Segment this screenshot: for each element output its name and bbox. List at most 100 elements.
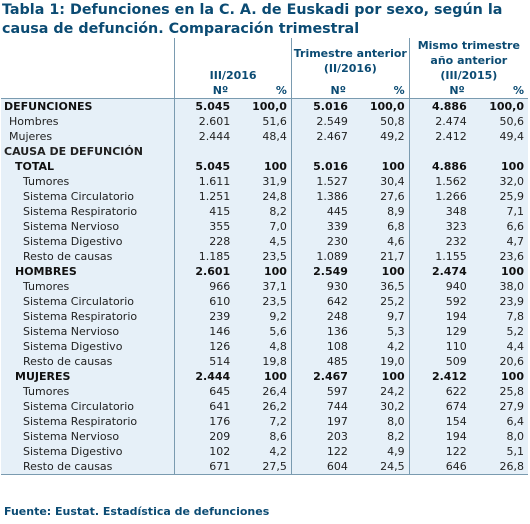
cell-percent: 6,8 xyxy=(351,219,410,234)
cell-count: 102 xyxy=(174,444,235,459)
cell-percent: 4,9 xyxy=(351,444,410,459)
cell-percent xyxy=(470,144,528,159)
cell-percent: 8,2 xyxy=(351,429,410,444)
cell-count: 966 xyxy=(174,279,235,294)
deaths-table: III/2016 Trimestre anterior (II/2016) Mi… xyxy=(1,38,528,475)
cell-percent: 7,2 xyxy=(234,414,292,429)
row-label: Sistema Nervioso xyxy=(1,219,175,234)
cell-percent: 27,6 xyxy=(351,189,410,204)
cell-count: 604 xyxy=(290,459,352,475)
row-label: Tumores xyxy=(1,174,175,189)
table-row: Sistema Digestivo 228 4,5 230 4,6 232 4,7 xyxy=(1,234,528,249)
table-row: Sistema Digestivo 102 4,2 122 4,9 122 5,1 xyxy=(1,444,528,459)
cell-count: 642 xyxy=(290,294,352,309)
row-label: Resto de causas xyxy=(1,249,175,264)
cell-percent: 100,0 xyxy=(234,98,292,114)
cell-count: 194 xyxy=(408,429,471,444)
cell-count: 154 xyxy=(408,414,471,429)
cell-percent: 25,2 xyxy=(351,294,410,309)
cell-count: 228 xyxy=(174,234,235,249)
row-label: Sistema Respiratorio xyxy=(1,414,175,429)
cell-count: 940 xyxy=(408,279,471,294)
cell-count: 744 xyxy=(290,399,352,414)
row-label: Sistema Respiratorio xyxy=(1,204,175,219)
cell-count: 2.412 xyxy=(408,129,471,144)
cell-percent: 100 xyxy=(470,264,528,279)
cell-percent: 24,2 xyxy=(351,384,410,399)
cell-percent: 4,7 xyxy=(470,234,528,249)
cell-count: 248 xyxy=(290,309,352,324)
cell-count: 1.562 xyxy=(408,174,471,189)
cell-count xyxy=(290,144,352,159)
cell-percent: 21,7 xyxy=(351,249,410,264)
cell-count: 348 xyxy=(408,204,471,219)
cell-percent: 30,2 xyxy=(351,399,410,414)
table-row: Tumores 645 26,4 597 24,2 622 25,8 xyxy=(1,384,528,399)
row-label: TOTAL xyxy=(1,159,175,174)
cell-count: 126 xyxy=(174,339,235,354)
cell-percent: 6,4 xyxy=(470,414,528,429)
cell-count: 136 xyxy=(290,324,352,339)
cell-count: 2.474 xyxy=(408,264,471,279)
cell-count: 5.016 xyxy=(290,159,352,174)
cell-count: 592 xyxy=(408,294,471,309)
cell-percent: 7,1 xyxy=(470,204,528,219)
cell-percent: 26,4 xyxy=(234,384,292,399)
cell-percent: 5,6 xyxy=(234,324,292,339)
table-row: Sistema Nervioso 355 7,0 339 6,8 323 6,6 xyxy=(1,219,528,234)
cell-count: 5.045 xyxy=(174,98,235,114)
cell-percent: 48,4 xyxy=(234,129,292,144)
cell-percent: 100 xyxy=(470,159,528,174)
cell-count: 197 xyxy=(290,414,352,429)
unit-header-n: Nº xyxy=(174,83,235,99)
cell-count: 1.155 xyxy=(408,249,471,264)
cell-count: 203 xyxy=(290,429,352,444)
cell-count: 671 xyxy=(174,459,235,475)
cell-percent: 32,0 xyxy=(470,174,528,189)
table-row: Sistema Nervioso 209 8,6 203 8,2 194 8,0 xyxy=(1,429,528,444)
cell-count: 514 xyxy=(174,354,235,369)
unit-header-n: Nº xyxy=(290,83,352,99)
row-label: Tumores xyxy=(1,384,175,399)
table-row: TOTAL 5.045 100 5.016 100 4.886 100 xyxy=(1,159,528,174)
cell-count: 1.527 xyxy=(290,174,352,189)
cell-count xyxy=(408,144,471,159)
cell-percent: 100 xyxy=(234,159,292,174)
cell-percent: 7,0 xyxy=(234,219,292,234)
cell-percent: 27,5 xyxy=(234,459,292,475)
cell-percent: 100 xyxy=(234,264,292,279)
cell-count: 239 xyxy=(174,309,235,324)
cell-count: 1.266 xyxy=(408,189,471,204)
cell-count: 2.549 xyxy=(290,264,352,279)
cell-percent: 8,9 xyxy=(351,204,410,219)
cell-count: 194 xyxy=(408,309,471,324)
table-row: Resto de causas 671 27,5 604 24,5 646 26,8 xyxy=(1,459,528,475)
cell-count: 4.886 xyxy=(408,98,471,114)
cell-percent: 49,4 xyxy=(470,129,528,144)
cell-count: 610 xyxy=(174,294,235,309)
cell-percent: 4,4 xyxy=(470,339,528,354)
cell-percent: 8,0 xyxy=(470,429,528,444)
row-label: HOMBRES xyxy=(1,264,175,279)
cell-percent: 8,6 xyxy=(234,429,292,444)
cell-count: 232 xyxy=(408,234,471,249)
cell-percent: 9,2 xyxy=(234,309,292,324)
column-header-period3: Mismo trimestre año anterior (III/2015) xyxy=(408,38,528,83)
row-label: Sistema Circulatorio xyxy=(1,399,175,414)
cell-percent: 51,6 xyxy=(234,114,292,129)
table-row: Sistema Circulatorio 610 23,5 642 25,2 592 23,… xyxy=(1,294,528,309)
cell-percent: 19,0 xyxy=(351,354,410,369)
cell-count: 930 xyxy=(290,279,352,294)
cell-count: 323 xyxy=(408,219,471,234)
cell-count: 622 xyxy=(408,384,471,399)
row-label: CAUSA DE DEFUNCIÓN xyxy=(1,144,175,159)
corner-cell xyxy=(1,38,175,83)
cell-count: 1.611 xyxy=(174,174,235,189)
cell-percent: 23,9 xyxy=(470,294,528,309)
table-row: Sistema Nervioso 146 5,6 136 5,3 129 5,2 xyxy=(1,324,528,339)
row-label: Sistema Nervioso xyxy=(1,429,175,444)
cell-count: 2.412 xyxy=(408,369,471,384)
cell-percent: 4,2 xyxy=(234,444,292,459)
row-label: Mujeres xyxy=(1,129,175,144)
row-label: Tumores xyxy=(1,279,175,294)
